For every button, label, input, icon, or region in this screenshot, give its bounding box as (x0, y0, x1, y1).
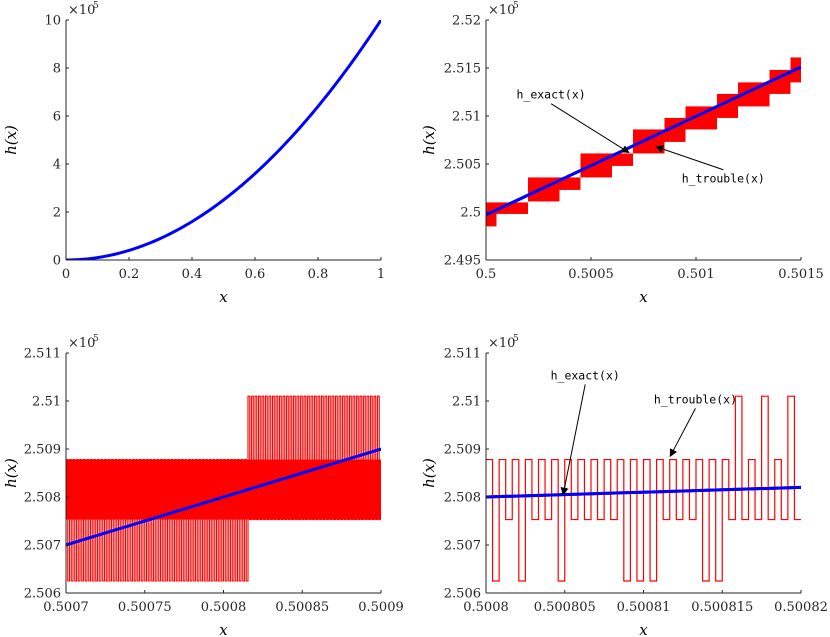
y-tick-label: 2.508 (24, 491, 61, 506)
annotation-label: h_trouble(x) (654, 392, 737, 406)
x-axis-label: x (219, 288, 228, 306)
y-tick-label: 2 (53, 206, 61, 221)
x-tick-label: 0.5008 (201, 600, 247, 615)
annotation-arrow (655, 145, 724, 171)
x-tick-label: 0.5008 (463, 600, 509, 615)
x-axis-label: x (219, 621, 228, 637)
chart-panel-2: 0.5 0.5005 0.501 0.5015 2.495 2.5 2.505 2.51 2.5… (420, 1, 824, 306)
x-tick-label: 0.5007 (43, 600, 89, 615)
y-tick-label: 8 (53, 62, 61, 77)
trouble-line (486, 395, 801, 582)
y-axis-label: h(x) (2, 125, 20, 155)
y-axis-label: h(x) (2, 458, 20, 488)
x-tick-label: 0.8 (308, 267, 329, 282)
x-tick-label: 0.6 (245, 267, 266, 282)
exact-line-overlay (66, 447, 381, 547)
x-tick-label: 0.500805 (534, 600, 596, 615)
y-tick-label: 2.51 (32, 395, 61, 410)
y-tick-label: 2.51 (452, 395, 481, 410)
y-multiplier-exponent: 5 (93, 1, 99, 11)
x-tick-label: 0.5009 (358, 600, 404, 615)
y-tick-label: 6 (53, 110, 61, 125)
y-tick-label: 2.506 (444, 587, 481, 602)
trouble-band-segment (612, 153, 633, 166)
chart-panel-3: 0.5007 0.50075 0.5008 0.50085 0.5009 2.506 2.5… (2, 334, 404, 637)
x-tick-label: 0.501 (677, 267, 714, 282)
x-tick-label: 0 (62, 267, 70, 282)
x-tick-label: 0.4 (182, 267, 203, 282)
y-tick-label: 2.508 (444, 491, 481, 506)
y-multiplier-exponent: 5 (93, 334, 99, 344)
annotation-arrow (550, 103, 630, 154)
exact-line (66, 20, 381, 260)
x-tick-label: 0.50085 (275, 600, 329, 615)
x-tick-label: 0.500815 (691, 600, 753, 615)
y-tick-label: 2.506 (24, 587, 61, 602)
y-axis-label: h(x) (420, 458, 438, 488)
y-axis-label: h(x) (420, 125, 438, 155)
y-tick-label: 2.505 (444, 158, 481, 173)
x-tick-label: 0.50081 (617, 600, 671, 615)
trouble-line (66, 395, 381, 582)
trouble-band-segment (486, 202, 497, 227)
annotation-arrow (669, 408, 696, 458)
y-multiplier-exponent: 5 (513, 1, 519, 11)
y-multiplier: ×10 (488, 336, 515, 351)
y-tick-label: 2.509 (24, 443, 61, 458)
x-tick-label: 0.5015 (778, 267, 824, 282)
x-axis-label: x (639, 288, 648, 306)
x-axis-label: x (639, 621, 648, 637)
x-tick-label: 0.5005 (568, 267, 614, 282)
y-multiplier: ×10 (488, 3, 515, 18)
y-multiplier: ×10 (68, 336, 95, 351)
annotation-label: h_trouble(x) (682, 172, 765, 186)
y-multiplier-exponent: 5 (513, 334, 519, 344)
y-multiplier: ×10 (68, 3, 95, 18)
y-tick-label: 2.507 (24, 539, 61, 554)
x-tick-label: 0.50082 (774, 600, 828, 615)
annotation-label: h_exact(x) (551, 368, 620, 382)
y-tick-label: 2.5 (460, 206, 481, 221)
exact-line-overlay (486, 65, 801, 217)
y-tick-label: 0 (53, 254, 61, 269)
y-tick-label: 2.515 (444, 62, 481, 77)
annotation-arrow (560, 384, 586, 496)
exact-line-overlay (486, 485, 801, 499)
y-tick-label: 2.51 (452, 110, 481, 125)
x-tick-label: 1 (377, 267, 385, 282)
y-tick-label: 4 (53, 158, 61, 173)
y-tick-label: 2.507 (444, 539, 481, 554)
y-tick-label: 2.52 (452, 14, 481, 29)
trouble-band-segment (685, 106, 717, 130)
y-tick-label: 2.495 (444, 254, 481, 269)
y-tick-label: 10 (44, 14, 61, 29)
x-tick-label: 0.5 (476, 267, 497, 282)
annotation-label: h_exact(x) (516, 88, 585, 102)
trouble-band-segment (559, 177, 581, 190)
x-tick-label: 0.2 (119, 267, 140, 282)
y-tick-label: 2.511 (444, 347, 481, 362)
y-tick-label: 2.511 (24, 347, 61, 362)
chart-panel-4: 0.5008 0.500805 0.50081 0.500815 0.50082 2.50… (420, 334, 828, 637)
x-tick-label: 0.50075 (118, 600, 172, 615)
trouble-band-segment (496, 202, 528, 214)
y-tick-label: 2.509 (444, 443, 481, 458)
